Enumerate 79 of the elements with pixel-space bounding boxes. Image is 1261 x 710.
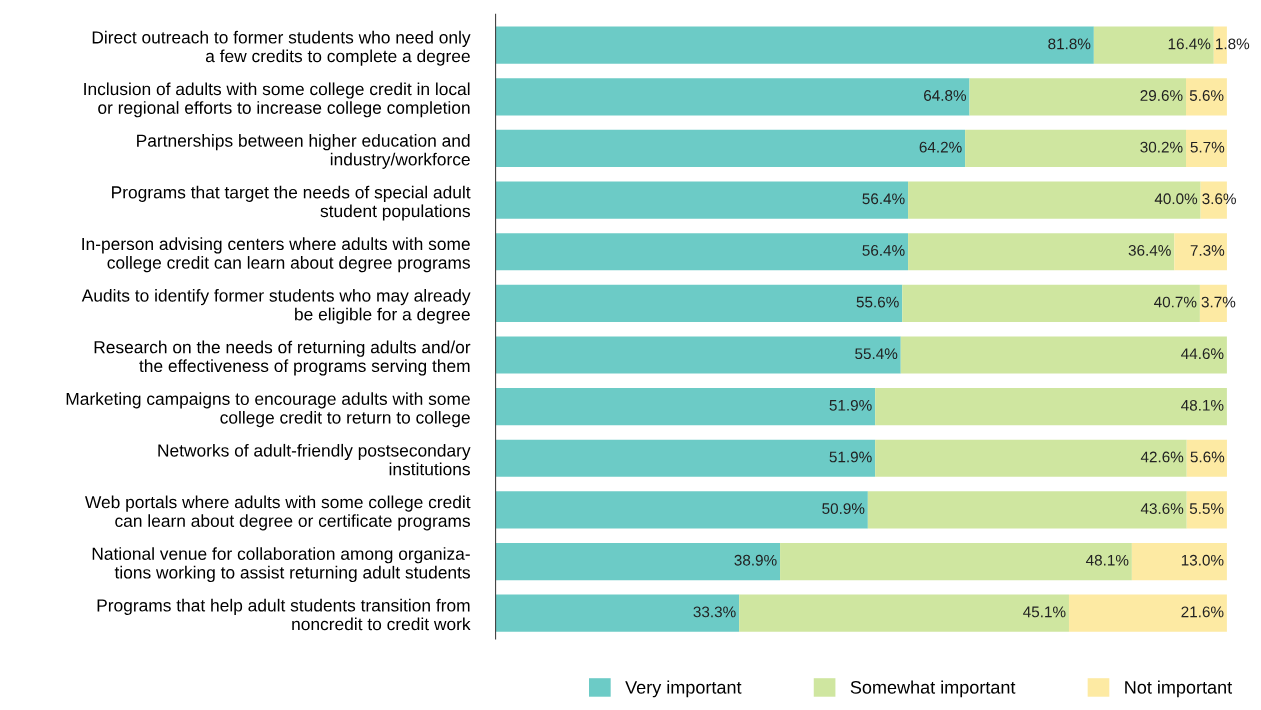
bar [1186, 129, 1227, 168]
bar [900, 336, 1227, 374]
data-label: 55.4% [855, 348, 898, 360]
data-label: 16.4% [1168, 38, 1211, 50]
bar [1068, 594, 1227, 632]
bar [495, 542, 781, 581]
data-label: 1.8% [1216, 38, 1250, 50]
bar [495, 181, 909, 219]
data-label: 5.7% [1190, 141, 1225, 153]
y-tick-label: Marketing campaigns to encourage adults with some college credit to return to college [66, 392, 470, 428]
bar [1174, 233, 1227, 271]
data-label: 3.6% [1202, 193, 1236, 205]
data-label: 5.6% [1190, 451, 1225, 463]
bar [1186, 78, 1227, 116]
data-label: 29.6% [1140, 90, 1183, 101]
bar [495, 233, 909, 271]
data-label: 56.4% [862, 245, 905, 256]
data-label: 55.6% [856, 296, 899, 308]
legend-label: Not important [1125, 680, 1233, 698]
bar [1186, 439, 1227, 477]
data-label: 40.7% [1154, 296, 1197, 308]
data-label: 81.8% [1048, 38, 1091, 50]
data-label: 43.6% [1140, 503, 1184, 515]
data-label: 56.4% [862, 193, 905, 205]
bar [1093, 26, 1214, 64]
data-label: 44.6% [1181, 348, 1224, 360]
bar [495, 491, 868, 529]
y-tick-label: Networks of adult-friendly postsecondary institutions [158, 443, 471, 476]
data-label: 13.0% [1181, 554, 1224, 566]
data-label: 5.5% [1189, 503, 1224, 515]
y-tick-label: Programs that target the needs of special adult student populations [112, 185, 471, 221]
data-label: 48.1% [1181, 399, 1224, 411]
bar [908, 181, 1201, 219]
data-label: 48.1% [1085, 554, 1129, 566]
bar [495, 388, 876, 426]
bar [902, 284, 1200, 322]
bar [875, 439, 1187, 477]
bar [495, 336, 901, 374]
bar [875, 388, 1227, 426]
legend-label: Somewhat important [850, 680, 1016, 698]
data-label: 42.6% [1140, 451, 1184, 463]
bar [1131, 542, 1227, 581]
data-label: 33.3% [693, 606, 736, 618]
legend-label: Very important [625, 680, 742, 698]
y-tick-label: Web portals where adults with some college credit can learn about degree or certificate programs [85, 495, 471, 531]
data-label: 50.9% [822, 503, 865, 515]
y-tick-label: Direct outreach to former students who need only a few credits to complete a degree [92, 30, 471, 66]
bar [495, 78, 970, 116]
data-label: 64.2% [919, 141, 962, 153]
bar [867, 491, 1187, 529]
y-tick-label: National venue for collaboration among organiza- tions working to assist returning adult students [92, 547, 470, 583]
bar [780, 542, 1132, 581]
data-label: 51.9% [829, 399, 872, 411]
data-label: 21.6% [1181, 606, 1224, 618]
y-tick-label: Programs that help adult students transition from noncredit to credit work [97, 598, 471, 631]
bar [495, 129, 966, 168]
bar [908, 233, 1175, 271]
bar [495, 284, 903, 322]
bar [969, 78, 1186, 116]
y-tick-label: Inclusion of adults with some college credit in local or regional efforts to increase college completion [84, 82, 470, 118]
bar [739, 594, 1069, 632]
data-label: 40.0% [1154, 193, 1198, 205]
data-label: 64.8% [924, 90, 967, 101]
data-label: 45.1% [1023, 606, 1066, 618]
bar [965, 129, 1186, 168]
y-tick-label: Partnerships between higher education and industry/workforce [137, 134, 470, 169]
y-tick-label: In-person advising centers where adults with some college credit can learn about degree programs [82, 237, 470, 273]
data-label: 30.2% [1140, 141, 1183, 153]
data-label: 38.9% [734, 554, 777, 566]
data-label: 36.4% [1128, 245, 1171, 256]
bar [495, 26, 1094, 64]
data-label: 3.7% [1201, 296, 1236, 308]
data-label: 7.3% [1190, 245, 1225, 256]
y-tick-label: Research on the needs of returning adults and/or the effectiveness of programs serving them [94, 340, 471, 376]
bar [495, 439, 876, 477]
y-tick-label: Audits to identify former students who may already be eligible for a degree [81, 288, 471, 324]
data-label: 51.9% [829, 451, 872, 463]
bar [495, 594, 740, 632]
data-label: 5.6% [1189, 90, 1224, 101]
